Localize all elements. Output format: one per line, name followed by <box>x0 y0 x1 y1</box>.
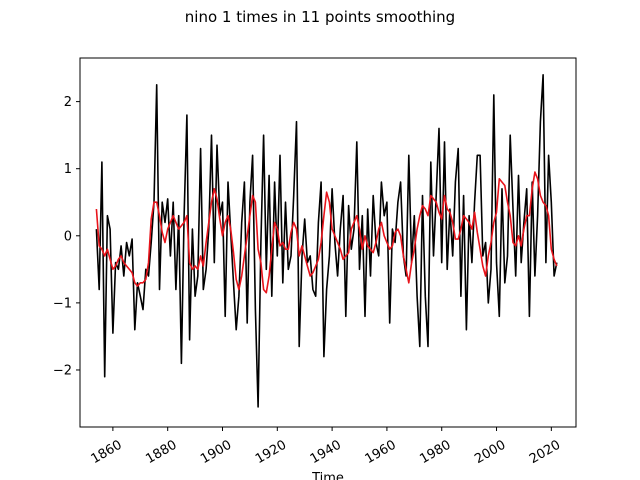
series-line-1 <box>95 171 558 294</box>
plot-frame <box>79 57 577 428</box>
x-tick-label: 1940 <box>308 438 344 468</box>
x-tick-label: 1900 <box>198 438 234 468</box>
x-tick-label: 1920 <box>253 438 289 468</box>
x-tick-label: 2000 <box>472 438 508 468</box>
x-axis-label: Time <box>311 471 344 480</box>
x-tick-label: 1860 <box>89 438 125 468</box>
y-tick-label: −2 <box>53 363 72 378</box>
x-tick-label: 1980 <box>417 438 453 468</box>
y-tick-label: 2 <box>64 95 72 110</box>
plot-area <box>95 74 558 408</box>
y-tick-label: 0 <box>64 229 72 244</box>
y-tick-label: 1 <box>64 162 72 177</box>
y-axis: −2 −1 0 1 2 <box>53 95 80 378</box>
x-axis: 1860 1880 1900 1920 1940 1960 1980 2000 2020 <box>89 427 563 468</box>
x-tick-label: 1960 <box>363 438 399 468</box>
x-tick-label: 2020 <box>527 438 563 468</box>
chart-title: nino 1 times in 11 points smoothing <box>185 8 455 26</box>
series-line-0 <box>95 74 558 408</box>
x-tick-label: 1880 <box>143 438 179 468</box>
y-tick-label: −1 <box>53 296 72 311</box>
